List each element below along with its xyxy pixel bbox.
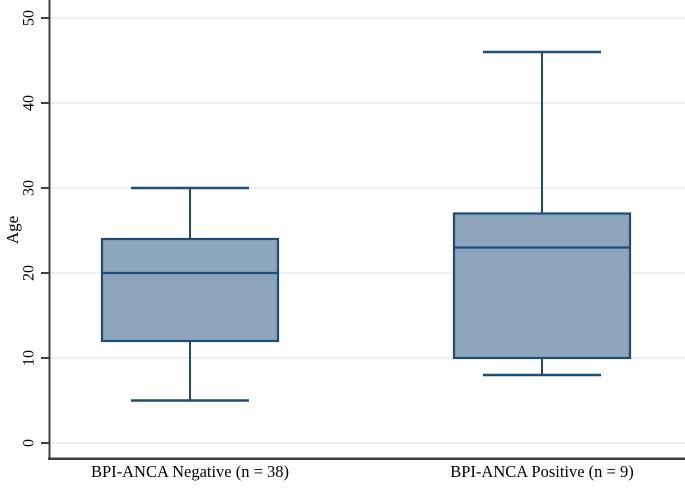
iqr-box xyxy=(100,237,280,343)
y-tick-label: 0 xyxy=(21,439,38,447)
y-tick-label: 50 xyxy=(21,10,38,26)
iqr-box xyxy=(452,212,632,360)
y-tick-label: 30 xyxy=(21,180,38,196)
y-axis-title: Age xyxy=(3,216,22,244)
x-category-label: BPI-ANCA Negative (n = 38) xyxy=(91,462,289,481)
y-tick-label: 40 xyxy=(21,95,38,111)
y-tick-label: 10 xyxy=(21,350,38,366)
x-category-label: BPI-ANCA Positive (n = 9) xyxy=(450,462,633,481)
y-tick-label: 20 xyxy=(21,265,38,281)
